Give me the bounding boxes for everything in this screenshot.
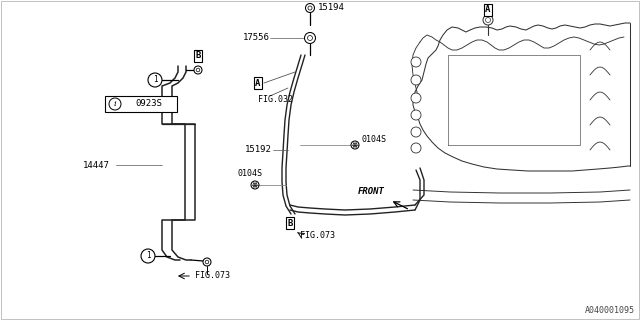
Text: A: A [255, 78, 260, 87]
Circle shape [109, 98, 121, 110]
Text: 0104S: 0104S [362, 135, 387, 145]
Circle shape [141, 249, 155, 263]
Text: 1: 1 [146, 252, 150, 260]
Circle shape [308, 36, 312, 40]
Text: 1: 1 [153, 76, 157, 84]
Text: FIG.032: FIG.032 [258, 95, 293, 105]
Text: 17556: 17556 [243, 34, 270, 43]
Text: A040001095: A040001095 [585, 306, 635, 315]
Circle shape [205, 260, 209, 264]
Circle shape [411, 110, 421, 120]
Circle shape [305, 33, 316, 44]
Text: 14447: 14447 [83, 161, 110, 170]
Text: 15192: 15192 [245, 146, 272, 155]
Text: 15194: 15194 [318, 3, 345, 12]
Circle shape [253, 183, 257, 187]
FancyBboxPatch shape [105, 96, 177, 112]
Text: 0104S: 0104S [238, 169, 263, 178]
Text: A: A [485, 5, 491, 14]
Circle shape [411, 75, 421, 85]
Text: 0923S: 0923S [136, 100, 163, 108]
Circle shape [351, 141, 359, 149]
Circle shape [308, 6, 312, 10]
Text: FIG.073: FIG.073 [300, 231, 335, 241]
Circle shape [148, 73, 162, 87]
Text: i: i [114, 100, 116, 108]
Circle shape [251, 181, 259, 189]
Text: FRONT: FRONT [358, 188, 385, 196]
Circle shape [411, 57, 421, 67]
Circle shape [353, 143, 357, 147]
Circle shape [305, 4, 314, 12]
Circle shape [194, 66, 202, 74]
Text: B: B [287, 219, 292, 228]
Circle shape [411, 143, 421, 153]
Circle shape [486, 18, 490, 22]
Circle shape [203, 258, 211, 266]
Text: FIG.073: FIG.073 [195, 271, 230, 281]
Circle shape [411, 127, 421, 137]
Text: B: B [195, 52, 201, 60]
Circle shape [483, 15, 493, 25]
Circle shape [196, 68, 200, 72]
Circle shape [411, 93, 421, 103]
